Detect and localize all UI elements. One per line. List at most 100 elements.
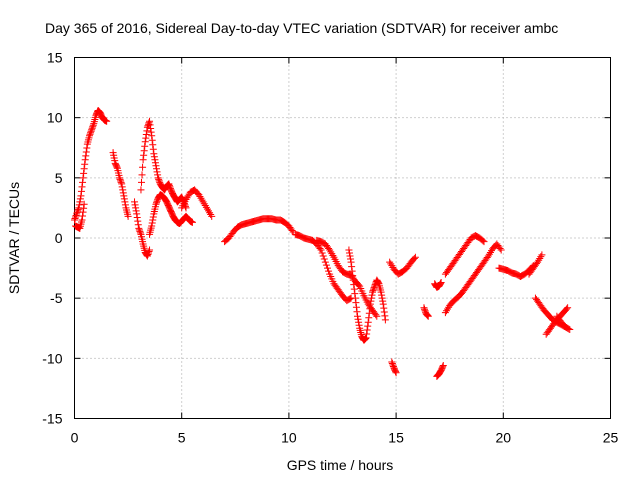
x-tick-label: 0 — [71, 430, 79, 446]
data-point-interp — [322, 261, 330, 269]
x-tick-label: 10 — [281, 430, 297, 446]
data-point-interp — [153, 165, 161, 173]
data-point-interp — [479, 237, 487, 245]
data-point — [369, 288, 377, 296]
data-point-interp — [202, 203, 210, 211]
data-point-interp — [366, 305, 374, 313]
data-point-interp — [201, 202, 209, 210]
data-point-interp — [71, 214, 79, 222]
data-point-interp — [140, 151, 148, 159]
data-point — [116, 174, 124, 182]
data-point-interp — [147, 124, 155, 132]
data-point-interp — [496, 245, 504, 253]
data-point-interp — [485, 250, 493, 258]
data-point-interp — [142, 134, 150, 142]
data-point-interp — [149, 213, 157, 221]
data-point — [81, 156, 89, 164]
data-point-interp — [348, 263, 356, 271]
data-point-interp — [352, 299, 360, 307]
data-point-interp — [144, 249, 152, 257]
data-point-interp — [155, 177, 163, 185]
data-point-interp — [320, 255, 328, 263]
data-point — [364, 318, 372, 326]
data-point-interp — [72, 213, 80, 221]
data-point — [349, 276, 357, 284]
data-point — [148, 132, 156, 140]
data-point — [386, 258, 394, 266]
data-point-interp — [354, 315, 362, 323]
data-point — [165, 180, 173, 188]
data-point — [88, 126, 96, 134]
data-point-interp — [118, 183, 126, 191]
data-point-interp — [132, 204, 140, 212]
data-point-interp — [153, 168, 161, 176]
data-point-interp — [380, 304, 388, 312]
data-point — [424, 312, 432, 320]
data-point-interp — [79, 208, 87, 216]
data-point-interp — [346, 252, 354, 260]
data-point-interp — [565, 325, 573, 333]
data-point-interp — [442, 307, 450, 315]
data-point-interp — [329, 251, 337, 259]
data-point-interp — [444, 305, 452, 313]
data-point-interp — [367, 297, 375, 305]
data-point — [103, 117, 111, 125]
y-tick-label: -5 — [50, 290, 63, 306]
data-point-interp — [79, 212, 87, 220]
data-point — [538, 251, 546, 259]
data-point-interp — [138, 178, 145, 186]
data-point-interp — [133, 214, 141, 222]
data-point-interp — [323, 264, 331, 272]
data-point — [534, 258, 542, 266]
y-tick-label: -10 — [42, 350, 62, 366]
data-point-interp — [134, 221, 142, 229]
data-point — [80, 200, 88, 208]
data-point-interp — [135, 226, 143, 234]
data-point-interp — [149, 145, 157, 153]
data-point-interp — [82, 148, 90, 156]
data-point-interp — [87, 127, 95, 135]
data-point-interp — [205, 207, 212, 215]
data-point — [135, 224, 143, 232]
data-point-interp — [207, 211, 215, 219]
y-tick-label: 5 — [55, 170, 63, 186]
data-point — [497, 246, 505, 254]
data-point-interp — [83, 144, 91, 152]
data-point-interp — [138, 171, 146, 179]
data-point-interp — [96, 108, 104, 116]
data-point — [566, 325, 574, 333]
data-point-interp — [346, 295, 354, 303]
data-point — [321, 258, 329, 266]
data-point-interp — [162, 196, 170, 204]
data-point-interp — [347, 255, 355, 263]
data-point-interp — [153, 199, 161, 207]
data-point-interp — [439, 363, 447, 371]
data-point-interp — [154, 171, 162, 179]
data-point-interp — [155, 175, 163, 183]
data-point-interp — [89, 123, 97, 131]
data-point — [152, 162, 160, 170]
data-point-interp — [381, 312, 389, 320]
data-point-interp — [388, 359, 396, 367]
data-point-interp — [319, 252, 327, 260]
data-point-interp — [353, 308, 361, 316]
data-point — [146, 246, 154, 254]
data-point — [441, 309, 449, 317]
data-point-interp — [73, 208, 81, 216]
data-point — [199, 198, 207, 206]
data-point-interp — [82, 152, 90, 160]
data-point — [392, 369, 400, 377]
data-point-interp — [150, 153, 158, 161]
data-point-interp — [370, 284, 378, 292]
data-point-interp — [149, 141, 157, 149]
data-point-interp — [423, 311, 431, 319]
data-point-interp — [536, 254, 544, 262]
data-point — [379, 300, 387, 308]
data-point-interp — [89, 121, 97, 129]
data-point-interp — [374, 279, 382, 287]
y-tick-label: 0 — [55, 230, 63, 246]
data-point — [326, 246, 334, 254]
data-point-interp — [369, 287, 377, 295]
data-point-interp — [116, 175, 124, 183]
data-point — [78, 216, 86, 224]
